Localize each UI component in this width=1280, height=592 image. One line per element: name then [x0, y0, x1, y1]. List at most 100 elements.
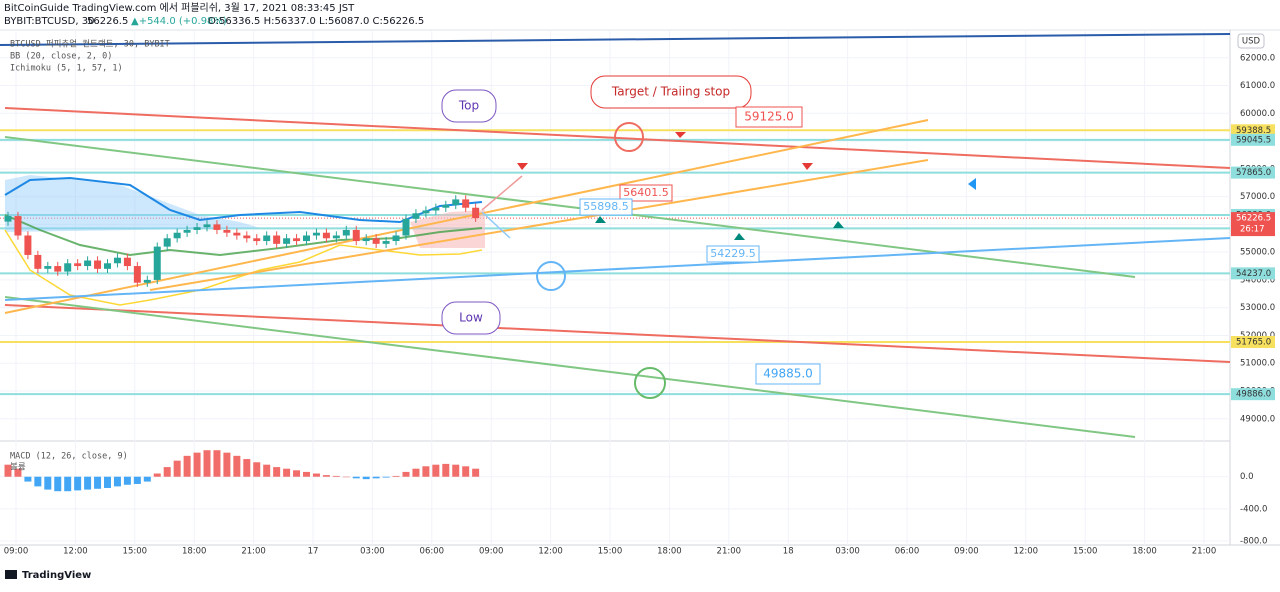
trend-line	[4, 136, 1136, 278]
macd-bar	[4, 464, 12, 477]
macd-bar	[94, 476, 102, 489]
price-note	[619, 184, 673, 202]
price-note	[755, 363, 821, 385]
macd-bar	[263, 464, 271, 477]
y-tick-label: 52000.0	[1240, 331, 1275, 341]
last: 56226.5	[87, 16, 128, 27]
y-tick-label: 57000.0	[1240, 192, 1275, 202]
x-tick-label: 15:00	[598, 547, 623, 557]
macd-bar	[183, 455, 191, 477]
macd-bar	[382, 476, 390, 478]
macd-bar	[273, 467, 281, 477]
macd-bar	[243, 459, 251, 477]
candle-body	[163, 238, 171, 247]
trend-line	[0, 33, 1231, 46]
lagging-line	[4, 229, 483, 306]
macd-bar	[293, 470, 301, 477]
candle-body	[342, 229, 350, 236]
change: ▲+544.0 (+0.98%)	[131, 16, 227, 27]
y-tick-label: 51000.0	[1240, 359, 1275, 369]
price-tag	[1231, 335, 1275, 348]
x-tick-label: 03:00	[835, 547, 860, 557]
candle-body	[472, 207, 480, 219]
left-arrow	[968, 178, 976, 190]
price-tag	[1231, 212, 1275, 237]
x-tick-label: 18:00	[182, 547, 207, 557]
y-tick-label: 0.0	[1240, 472, 1254, 482]
macd-bar	[352, 476, 360, 479]
x-tick-label: 09:00	[954, 547, 979, 557]
x-tick-label: 18:00	[657, 547, 682, 557]
footer-brand: TradingView	[22, 570, 91, 581]
macd-bar	[452, 464, 460, 477]
price-tag	[1231, 133, 1275, 146]
x-tick-label: 09:00	[479, 547, 504, 557]
callout	[441, 301, 501, 335]
macd-bar	[303, 471, 310, 477]
x-tick-label: 06:00	[420, 547, 445, 557]
candle-body	[203, 224, 211, 228]
candle-body	[213, 224, 221, 230]
candle-body	[303, 235, 310, 242]
macd-bar	[153, 473, 161, 477]
candle-body	[322, 232, 330, 239]
x-tick-label: 03:00	[360, 547, 385, 557]
macd-bar	[143, 476, 151, 482]
callout-text: Top	[458, 99, 479, 113]
candle-body	[24, 235, 32, 255]
macd-bar	[402, 471, 410, 477]
macd-bar	[342, 476, 350, 478]
y-tick-label: -800.0	[1240, 536, 1267, 546]
macd-bar	[74, 476, 82, 491]
macd-bar	[442, 463, 450, 477]
macd-bar	[113, 476, 121, 487]
macd-bar	[133, 476, 141, 484]
logo	[5, 570, 17, 579]
candle-body	[84, 260, 92, 267]
price-tag-label: 59388.5	[1236, 126, 1271, 136]
candle-body	[34, 254, 42, 269]
candle-body	[253, 238, 261, 242]
projection-arrow	[481, 211, 511, 239]
price-note	[579, 198, 633, 216]
x-tick-label: 21:00	[717, 547, 742, 557]
macd-bar	[104, 476, 111, 488]
candle-body	[193, 227, 201, 230]
emoji-neutral	[536, 261, 566, 291]
x-tick-label: 15:00	[123, 547, 148, 557]
x-tick-label: 15:00	[1073, 547, 1098, 557]
price-tag	[1231, 124, 1275, 137]
price-tag-label: 56226.5	[1236, 214, 1271, 224]
macd-bar	[64, 476, 72, 492]
x-tick-label: 17	[308, 547, 319, 557]
x-tick-label: 12:00	[1014, 547, 1039, 557]
price-note-text: 49885.0	[763, 367, 813, 381]
y-tick-label: 54000.0	[1240, 275, 1275, 285]
price-note-text: 54229.5	[710, 247, 756, 260]
x-tick-label: 06:00	[895, 547, 920, 557]
candle-body	[283, 238, 291, 244]
candle-body	[422, 210, 430, 214]
candle-body	[14, 216, 22, 236]
price-tag-label: 57865.0	[1236, 168, 1271, 178]
candle-body	[402, 218, 410, 236]
candle-body	[74, 263, 82, 267]
x-tick-label: 18:00	[1132, 547, 1157, 557]
candle-body	[382, 241, 390, 244]
candle-body	[442, 204, 450, 208]
x-tick-label: 21:00	[241, 547, 266, 557]
macd-bar	[392, 475, 400, 477]
legend-item: MACD (12, 26, close, 9)	[10, 452, 128, 462]
macd-bar	[84, 476, 92, 490]
y-tick-label: 55000.0	[1240, 248, 1275, 258]
price-tag	[1231, 166, 1275, 179]
trend-line	[4, 237, 1231, 301]
countdown: 26:17	[1240, 225, 1265, 235]
legend-item: 볼륨	[10, 462, 26, 473]
macd-bar	[54, 476, 62, 492]
candle-body	[362, 238, 370, 242]
macd-bar	[193, 452, 201, 477]
y-tick-label: 62000.0	[1240, 53, 1275, 63]
macd-bar	[472, 468, 480, 477]
